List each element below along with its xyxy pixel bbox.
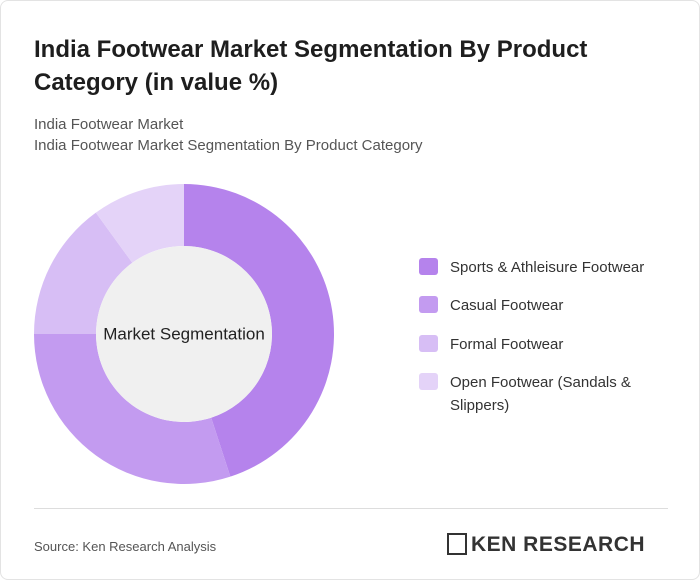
chart: Market Segmentation	[34, 184, 334, 485]
donut-segment	[184, 184, 334, 477]
legend-label: Sports & Athleisure Footwear	[450, 259, 645, 276]
legend-label: Formal Footwear	[450, 336, 564, 353]
legend-item: Open Footwear (Sandals & Slippers)	[419, 371, 659, 417]
legend-item: Formal Footwear	[419, 333, 659, 356]
brand: KEN RESEARCH	[471, 533, 646, 556]
legend-swatch	[419, 373, 438, 390]
legend-item: Sports & Athleisure Footwear	[419, 256, 659, 279]
legend-item: Casual Footwear	[419, 294, 659, 317]
donut-center	[96, 246, 272, 422]
source: Source: Ken Research Analysis	[34, 539, 217, 554]
legend-label: Casual Footwear	[450, 297, 564, 314]
chart-title: India Footwear Market Segmentation By Pr…	[34, 36, 588, 96]
subtitle: India Footwear Market	[34, 116, 184, 133]
legend-label: Open Footwear (Sandals & Slippers)	[450, 374, 631, 414]
donut-segment	[34, 334, 231, 485]
legend-swatch	[419, 296, 438, 313]
subtitle: India Footwear Market Segmentation By Pr…	[34, 137, 423, 154]
logo-icon	[447, 533, 467, 555]
center-label: Market Segmentation	[103, 324, 265, 343]
divider	[34, 508, 668, 509]
donut-segment	[34, 212, 133, 334]
legend-swatch	[419, 258, 438, 275]
legend-swatch	[419, 335, 438, 352]
donut-segment	[95, 184, 184, 263]
